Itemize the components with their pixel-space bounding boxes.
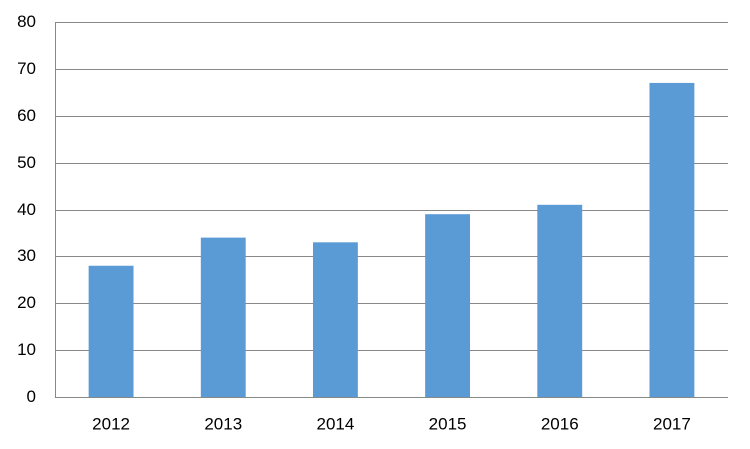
bar	[88, 265, 134, 397]
y-tick-label: 80	[17, 12, 36, 31]
x-tick-label: 2015	[429, 414, 467, 433]
bar	[200, 237, 246, 397]
x-tick-label: 2012	[92, 414, 130, 433]
y-tick-label: 20	[17, 293, 36, 312]
y-tick-label: 60	[17, 106, 36, 125]
y-tick-label: 10	[17, 340, 36, 359]
bar	[537, 204, 583, 397]
bar	[649, 82, 695, 397]
y-tick-label: 70	[17, 59, 36, 78]
y-tick-label: 50	[17, 153, 36, 172]
bar	[312, 242, 358, 397]
x-tick-label: 2014	[317, 414, 355, 433]
y-tick-label: 0	[27, 387, 36, 406]
x-tick-label: 2013	[204, 414, 242, 433]
x-tick-label: 2017	[653, 414, 691, 433]
x-tick-label: 2016	[541, 414, 579, 433]
y-tick-label: 40	[17, 200, 36, 219]
y-tick-label: 30	[17, 246, 36, 265]
bar	[425, 214, 471, 397]
